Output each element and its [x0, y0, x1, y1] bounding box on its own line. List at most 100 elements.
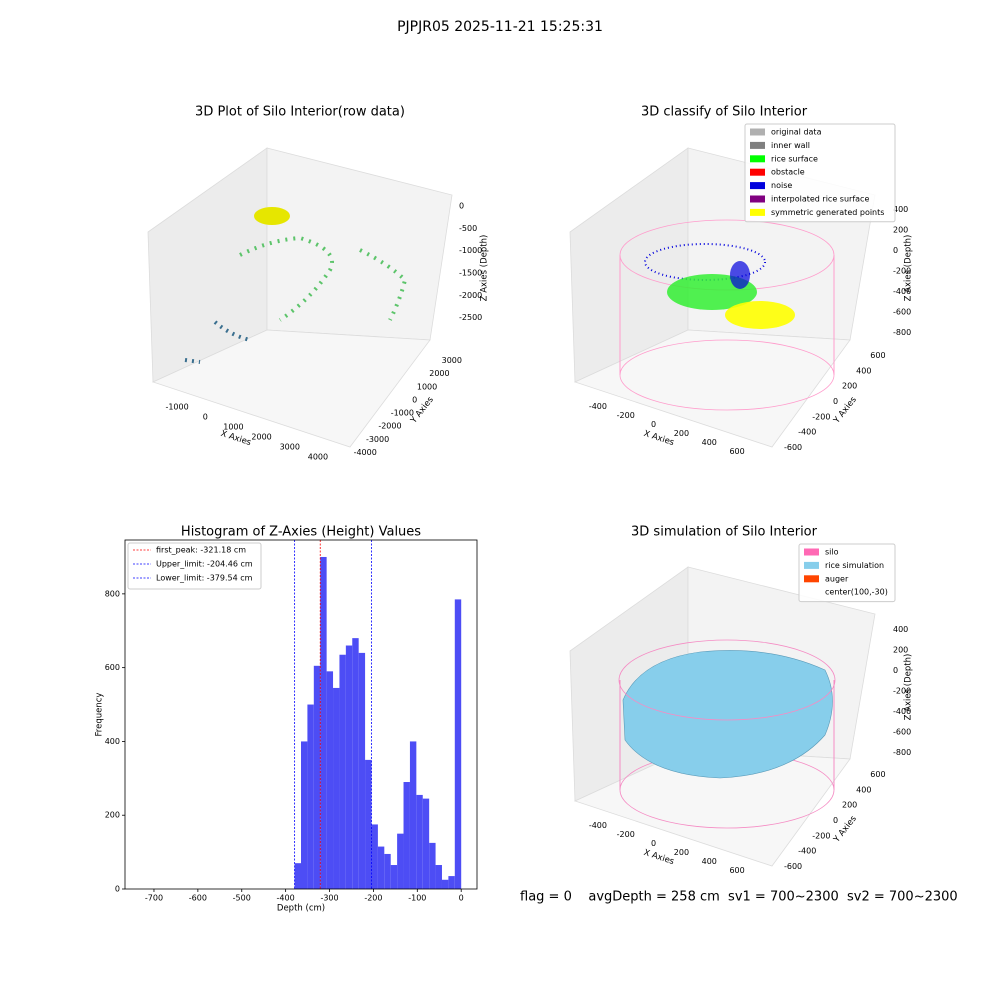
legend-swatch — [750, 168, 765, 176]
x-tick-label: -700 — [145, 894, 163, 903]
x-tick-label: 200 — [674, 429, 689, 438]
z-tick-label: -400 — [893, 707, 911, 716]
cloud-sketch-1 — [619, 219, 835, 411]
cloud — [725, 301, 795, 329]
y-tick-label: -400 — [798, 428, 816, 437]
bar — [384, 853, 391, 889]
bar — [345, 645, 353, 889]
bar — [365, 759, 372, 889]
x-tick-label: 4000 — [308, 453, 328, 462]
cloud-sketch-3 — [618, 639, 836, 829]
z-tick-label: -800 — [893, 328, 911, 337]
legend-label: center(100,-30) — [825, 588, 888, 597]
y-tick-label: 1000 — [417, 382, 437, 391]
y-tick-label: 400 — [856, 785, 871, 794]
y-tick-label: 400 — [105, 737, 120, 746]
y-axis-label: Frequency — [95, 693, 105, 737]
legend-label: rice simulation — [825, 561, 884, 570]
y-tick-label: -2000 — [378, 422, 401, 431]
bar — [416, 794, 423, 889]
legend-box — [798, 543, 896, 603]
x-axis-label: Depth (cm) — [277, 904, 325, 914]
cloud — [254, 207, 290, 225]
bar — [435, 865, 442, 889]
x-tick-label: -1000 — [165, 403, 188, 412]
cloud — [184, 320, 251, 364]
y-tick-label: 400 — [856, 366, 871, 375]
bar — [371, 824, 378, 889]
plot-frame — [124, 539, 478, 890]
figure-title: PJPJR05 2025-11-21 15:25:31 — [397, 19, 603, 35]
bar — [422, 798, 430, 889]
bar — [454, 599, 462, 889]
legend-label: interpolated rice surface — [771, 195, 869, 204]
legend-swatch — [804, 575, 819, 583]
y-tick-label: 0 — [833, 816, 838, 825]
z-tick-label: 0 — [459, 201, 464, 210]
legend-swatch — [750, 208, 765, 216]
z-tick-label: 400 — [893, 625, 908, 634]
bar — [429, 842, 436, 889]
z-axis-label: Z Axies (Depth) — [904, 235, 914, 302]
y-tick-label: 0 — [833, 397, 838, 406]
x-tick-label: 400 — [702, 857, 717, 866]
z-tick-label: -600 — [893, 308, 911, 317]
bar — [409, 741, 417, 889]
bar — [307, 704, 314, 889]
legend-swatch — [804, 548, 819, 556]
bar — [441, 879, 449, 889]
y-tick-label: 3000 — [442, 356, 462, 365]
bar — [448, 876, 455, 889]
x-tick-label: -500 — [233, 894, 251, 903]
panes-0 — [147, 147, 453, 448]
z-axis-label: Z Axies (Depth) — [904, 654, 914, 721]
x-tick-label: 600 — [729, 866, 744, 875]
legend-swatch — [750, 128, 765, 136]
bar — [352, 638, 359, 889]
cloud — [644, 243, 766, 281]
z-tick-label: -1500 — [459, 268, 482, 277]
x-tick-label: 2000 — [251, 433, 271, 442]
y-tick-label: 600 — [105, 663, 120, 672]
z-axis-label: Z Axies (Depth) — [480, 235, 490, 302]
x-tick-label: -200 — [617, 830, 635, 839]
legend-swatch — [750, 195, 765, 203]
y-tick-label: -4000 — [354, 448, 377, 457]
legend-label: Lower_limit: -379.54 cm — [156, 574, 253, 583]
x-tick-label: 200 — [674, 848, 689, 857]
z-tick-label: -2500 — [459, 313, 482, 322]
bar — [320, 556, 327, 889]
legend-swatch — [750, 182, 765, 190]
z-tick-label: 400 — [893, 205, 908, 214]
legend-label: noise — [771, 181, 792, 190]
chart-title: 3D classify of Silo Interior — [641, 105, 808, 120]
bar — [339, 654, 346, 889]
x-tick-label: 400 — [702, 438, 717, 447]
y-tick-label: 600 — [870, 770, 885, 779]
bar — [377, 846, 385, 889]
legend-box — [127, 542, 262, 590]
legend-label: obstacle — [771, 168, 805, 177]
x-tick-label: 3000 — [280, 443, 300, 452]
x-tick-label: 0 — [459, 894, 464, 903]
legend-swatch — [750, 155, 765, 163]
z-tick-label: -400 — [893, 287, 911, 296]
chart-title: Histogram of Z-Axies (Height) Values — [181, 525, 421, 540]
legend-label: Upper_limit: -204.46 cm — [156, 560, 253, 569]
x-tick-label: 0 — [651, 839, 656, 848]
y-tick-label: 600 — [870, 351, 885, 360]
bar — [390, 865, 398, 889]
chart-title: 3D simulation of Silo Interior — [631, 525, 818, 540]
y-tick-label: 800 — [105, 589, 120, 598]
z-tick-label: -500 — [459, 224, 477, 233]
bar — [333, 687, 340, 889]
bar — [313, 665, 321, 889]
x-tick-label: -400 — [277, 894, 295, 903]
y-tick-label: 0 — [115, 885, 120, 894]
x-tick-label: 0 — [651, 420, 656, 429]
legend-box — [744, 123, 896, 223]
bar — [403, 782, 410, 889]
y-tick-label: -200 — [812, 412, 830, 421]
z-tick-label: 200 — [893, 645, 908, 654]
legend-label: auger — [825, 574, 849, 583]
